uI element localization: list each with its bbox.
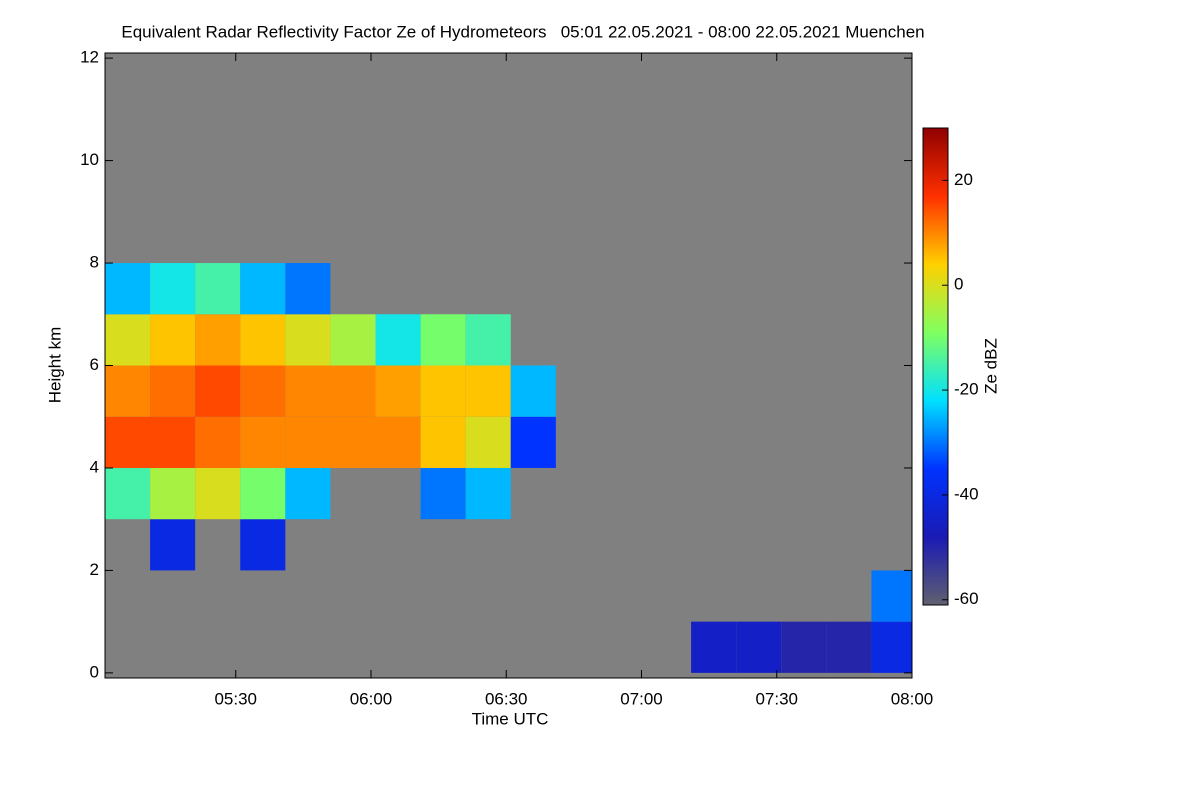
heatmap-cell — [375, 416, 421, 468]
heatmap-cell — [465, 365, 511, 417]
heatmap-cell — [240, 365, 286, 417]
heatmap-cell — [150, 467, 196, 520]
y-axis-label: Height km — [45, 327, 64, 404]
heatmap-cell — [285, 467, 331, 520]
colorbar-label: Ze dBZ — [981, 338, 1000, 394]
heatmap-cell — [330, 365, 376, 417]
heatmap-cell — [375, 365, 421, 417]
heatmap-cell — [285, 365, 331, 417]
heatmap-cell — [420, 416, 466, 468]
heatmap-cell — [510, 416, 556, 468]
heatmap-cell — [240, 314, 286, 366]
heatmap-cell — [285, 416, 331, 468]
heatmap-cell — [691, 621, 737, 673]
colorbar — [922, 127, 949, 606]
heatmap-cell — [195, 365, 241, 417]
heatmap-cell — [285, 263, 331, 315]
heatmap-cell — [420, 314, 466, 366]
heatmap-cell — [420, 365, 466, 417]
y-tick-label: 6 — [90, 355, 99, 374]
heatmap-cell — [150, 519, 196, 571]
heatmap-cell — [195, 314, 241, 366]
x-tick-label: 07:30 — [755, 689, 798, 708]
y-tick-label: 8 — [90, 253, 99, 272]
heatmap-cell — [240, 519, 286, 571]
x-tick-label: 05:30 — [214, 689, 257, 708]
y-tick-label: 4 — [90, 457, 99, 476]
heatmap-cell — [330, 416, 376, 468]
heatmap-cell — [781, 621, 827, 673]
heatmap-cell — [736, 621, 782, 673]
x-axis-label: Time UTC — [472, 709, 549, 728]
heatmap-cell — [150, 365, 196, 417]
heatmap-cell — [105, 263, 151, 315]
x-tick-label: 06:30 — [485, 689, 528, 708]
heatmap-cell — [465, 416, 511, 468]
heatmap-cell — [195, 467, 241, 520]
colorbar-tick-label: 0 — [954, 275, 963, 294]
heatmap-cell — [105, 365, 151, 417]
heatmap-cell — [871, 621, 912, 673]
heatmap-cell — [285, 314, 331, 366]
heatmap-cell — [375, 314, 421, 366]
colorbar-tick-label: 20 — [954, 170, 973, 189]
y-tick-label: 2 — [90, 560, 99, 579]
heatmap-cell — [510, 365, 556, 417]
heatmap-cell — [150, 263, 196, 315]
heatmap-cell — [465, 314, 511, 366]
heatmap-cell — [105, 467, 151, 520]
heatmap-cell — [465, 467, 511, 520]
heatmap-cell — [420, 467, 466, 520]
heatmap-cell — [150, 416, 196, 468]
heatmap-cell — [240, 467, 286, 520]
colorbar-tick-label: -20 — [954, 380, 979, 399]
x-tick-label: 07:00 — [620, 689, 663, 708]
colorbar-tick-label: -60 — [954, 589, 979, 608]
heatmap-cell — [105, 416, 151, 468]
heatmap-cell — [240, 416, 286, 468]
heatmap-cell — [826, 621, 872, 673]
y-tick-label: 10 — [80, 150, 99, 169]
x-tick-label: 08:00 — [891, 689, 934, 708]
heatmap-cell — [195, 416, 241, 468]
heatmap-cell — [105, 314, 151, 366]
heatmap-cell — [195, 263, 241, 315]
heatmap-cell — [871, 570, 912, 622]
y-tick-label: 0 — [90, 662, 99, 681]
y-tick-label: 12 — [80, 48, 99, 67]
colorbar-tick-label: -40 — [954, 484, 979, 503]
heatmap-cell — [150, 314, 196, 366]
heatmap-cell — [240, 263, 286, 315]
x-tick-label: 06:00 — [350, 689, 393, 708]
chart-title: Equivalent Radar Reflectivity Factor Ze … — [121, 22, 924, 41]
heatmap-cell — [330, 314, 376, 366]
